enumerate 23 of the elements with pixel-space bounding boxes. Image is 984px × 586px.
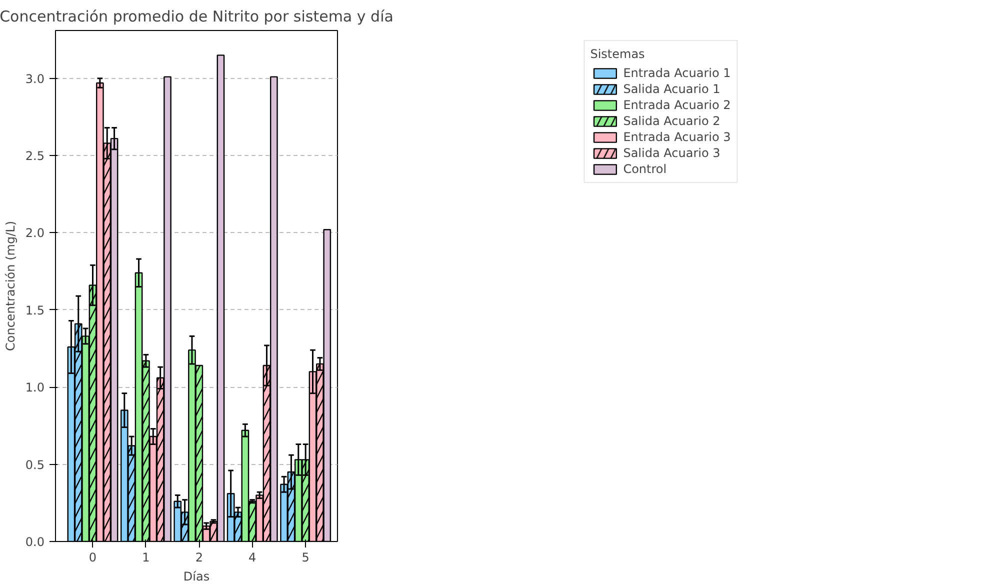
x-tick-label: 2: [195, 550, 203, 564]
legend-label: Entrada Acuario 3: [623, 130, 731, 144]
x-tick-label: 5: [302, 550, 310, 564]
x-tick-label: 4: [248, 550, 256, 564]
legend-label: Salida Acuario 2: [623, 114, 720, 128]
y-tick-label: 2.0: [25, 226, 45, 240]
x-tick-label: 0: [88, 550, 97, 564]
y-axis-title: Concentración (mg/L): [3, 221, 18, 351]
y-tick-label: 1.5: [25, 303, 45, 318]
y-tick-label: 1.0: [25, 380, 45, 395]
y-tick-label: 0.5: [25, 458, 45, 472]
x-axis-title: Días: [183, 570, 210, 584]
legend-label: Entrada Acuario 1: [623, 66, 731, 80]
x-tick-label: 1: [142, 550, 150, 564]
legend-label: Control: [623, 162, 667, 176]
y-tick-label: 0.0: [25, 535, 45, 549]
y-tick-label: 2.5: [25, 149, 45, 164]
legend-label: Entrada Acuario 2: [623, 98, 731, 112]
legend-title: Sistemas: [590, 47, 646, 61]
y-tick-label: 3.0: [25, 72, 45, 86]
chart-title: Concentración promedio de Nitrito por sistema y día: [0, 8, 394, 26]
legend-label: Salida Acuario 1: [623, 82, 720, 96]
legend-label: Salida Acuario 3: [623, 146, 720, 160]
